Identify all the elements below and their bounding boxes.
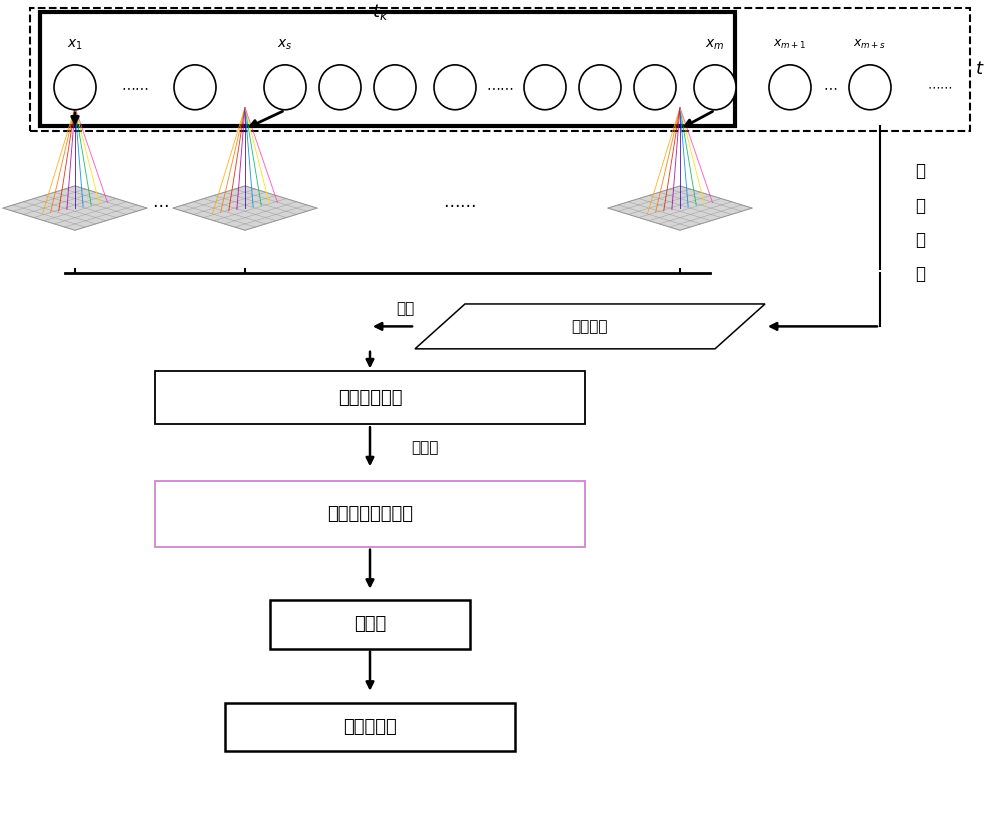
- Text: 数: 数: [915, 231, 925, 249]
- Text: 更新: 更新: [396, 301, 414, 316]
- Text: 类别判断: 类别判断: [572, 319, 608, 334]
- Bar: [270, 600, 470, 649]
- Ellipse shape: [264, 64, 306, 110]
- Ellipse shape: [319, 64, 361, 110]
- Bar: [40, 12, 735, 126]
- Text: $\cdots\cdots$: $\cdots\cdots$: [486, 80, 514, 95]
- Ellipse shape: [54, 64, 96, 110]
- Polygon shape: [415, 304, 765, 349]
- Text: $x_{m+s}$: $x_{m+s}$: [853, 38, 887, 51]
- Text: $x_m$: $x_m$: [705, 38, 725, 52]
- Text: $\cdots\cdots$: $\cdots\cdots$: [927, 81, 953, 94]
- Text: $x_s$: $x_s$: [277, 38, 293, 52]
- Text: 可视化: 可视化: [411, 440, 439, 455]
- Text: 按类概率图像模型: 按类概率图像模型: [327, 505, 413, 523]
- Text: $t_k$: $t_k$: [372, 2, 388, 22]
- Ellipse shape: [374, 64, 416, 110]
- Text: $\cdots$: $\cdots$: [823, 80, 837, 95]
- Ellipse shape: [849, 64, 891, 110]
- Ellipse shape: [524, 64, 566, 110]
- Polygon shape: [173, 186, 317, 230]
- Bar: [30, 8, 970, 131]
- Ellipse shape: [579, 64, 621, 110]
- Text: $\cdots\cdots$: $\cdots\cdots$: [121, 80, 149, 95]
- Text: $t$: $t$: [975, 60, 985, 78]
- Ellipse shape: [434, 64, 476, 110]
- Text: $x_{m+1}$: $x_{m+1}$: [773, 38, 807, 51]
- Ellipse shape: [694, 64, 736, 110]
- Text: 时: 时: [915, 197, 925, 215]
- Text: 据: 据: [915, 265, 925, 283]
- Ellipse shape: [769, 64, 811, 110]
- Polygon shape: [608, 186, 752, 230]
- Text: 故障率: 故障率: [354, 615, 386, 633]
- Ellipse shape: [634, 64, 676, 110]
- Bar: [155, 371, 585, 424]
- Text: 可靠性指标: 可靠性指标: [343, 718, 397, 736]
- Text: $\cdots$: $\cdots$: [152, 195, 168, 213]
- Text: 按类概率模型: 按类概率模型: [338, 388, 402, 407]
- Text: $x_1$: $x_1$: [67, 38, 83, 52]
- Bar: [155, 481, 585, 547]
- Polygon shape: [3, 186, 147, 230]
- Text: 实: 实: [915, 162, 925, 180]
- Bar: [225, 703, 515, 751]
- Text: $\cdots\cdots$: $\cdots\cdots$: [443, 195, 477, 213]
- Ellipse shape: [174, 64, 216, 110]
